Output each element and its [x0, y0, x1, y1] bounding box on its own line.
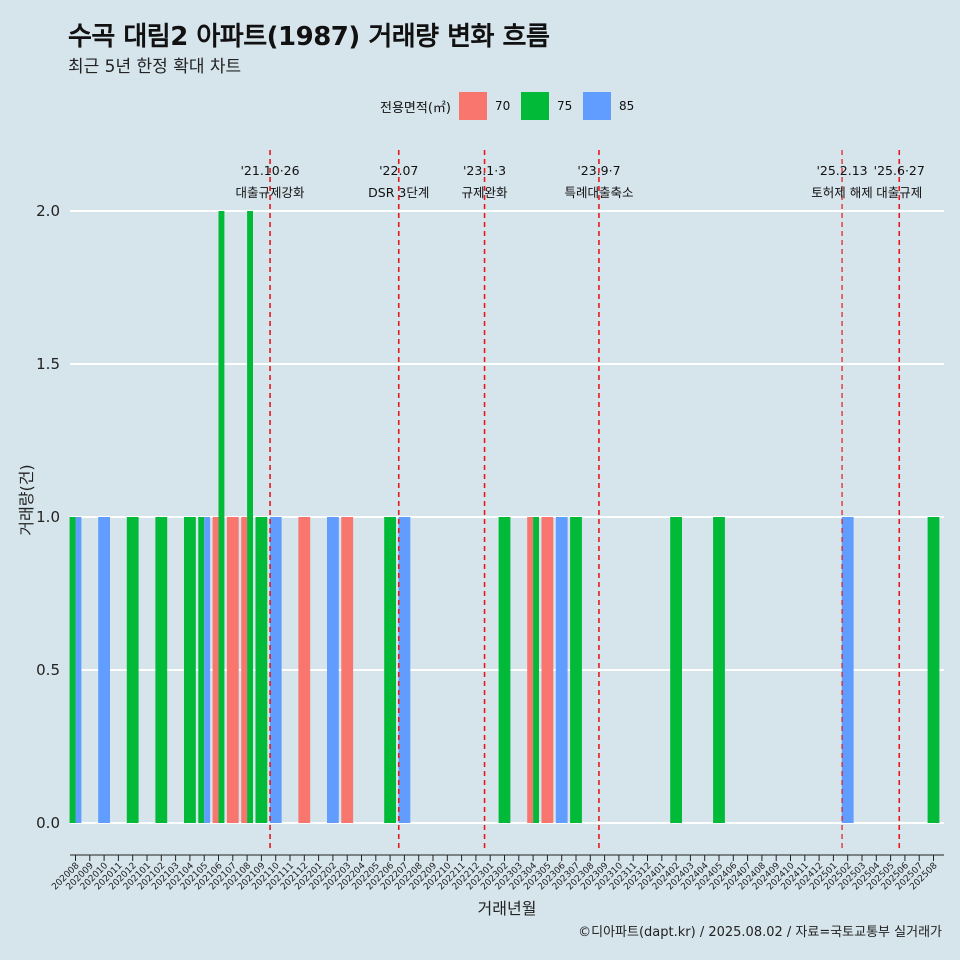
chart-subtitle: 최근 5년 한정 확대 차트	[68, 57, 242, 77]
y-tick-label: 2.0	[36, 202, 60, 220]
bar-85-202306	[555, 517, 568, 823]
event-date: '23.1·3	[463, 163, 506, 178]
event-label: 특례대출축소	[564, 185, 633, 200]
bar-75-202106	[218, 211, 225, 823]
bar-75-202105	[198, 517, 205, 823]
bar-75-202508	[927, 517, 940, 823]
bar-85-202110	[269, 517, 282, 823]
bar-75-202302	[498, 517, 511, 823]
bar-70-202305	[541, 517, 554, 823]
legend-title: 전용면적(㎡)	[380, 100, 451, 116]
event-label: DSR 3단계	[368, 185, 429, 200]
bar-70-202112	[298, 517, 311, 823]
event-date: '22.07	[379, 163, 418, 178]
bar-75-202206	[384, 517, 396, 823]
bar-70-202304	[527, 517, 534, 823]
bar-85-202008	[75, 517, 82, 823]
legend-swatch-85	[582, 92, 611, 120]
legend: 전용면적(㎡) 70 75 85	[380, 92, 645, 120]
bar-75-202109	[255, 517, 268, 823]
event-label: 대출규제	[876, 185, 922, 200]
y-tick-label: 0.0	[36, 814, 60, 832]
bar-85-202207	[398, 517, 411, 823]
legend-item-85: 85	[582, 92, 641, 120]
y-tick-label: 0.5	[36, 661, 60, 679]
legend-label-85: 85	[618, 99, 635, 113]
bar-70-202108	[241, 517, 248, 823]
x-axis-title: 거래년월	[478, 899, 537, 918]
legend-item-75: 75	[520, 92, 579, 120]
y-axis-title: 거래량(건)	[17, 464, 36, 535]
bar-85-202202	[327, 517, 339, 823]
event-date: '21.10·26	[240, 163, 299, 178]
event-label: 토허제 해제	[811, 185, 872, 200]
bar-75-202008	[69, 517, 76, 823]
bar-75-202405	[713, 517, 725, 823]
event-date: '23.9·7	[577, 163, 620, 178]
bar-75-202108	[247, 211, 253, 823]
bar-75-202102	[155, 517, 168, 823]
bar-85-202105	[204, 517, 211, 823]
event-date: '25.2.13	[816, 163, 867, 178]
event-date: '25.6·27	[874, 163, 925, 178]
bar-70-202203	[341, 517, 354, 823]
legend-swatch-75	[520, 92, 549, 120]
y-tick-label: 1.5	[36, 355, 60, 373]
legend-swatch-70	[458, 92, 487, 120]
legend-item-70: 70	[458, 92, 517, 120]
bar-75-202304	[533, 517, 539, 823]
event-label: 규제완화	[462, 185, 509, 200]
legend-label-75: 75	[556, 99, 573, 113]
legend-label-70: 70	[494, 99, 511, 113]
bar-85-202010	[98, 517, 110, 823]
bar-75-202402	[670, 517, 682, 823]
chart-caption: ©디아파트(dapt.kr) / 2025.08.02 / 자료=국토교통부 실…	[578, 925, 942, 940]
bar-70-202106	[212, 517, 219, 823]
y-tick-label: 1.0	[36, 508, 60, 526]
event-label: 대출규제강화	[236, 185, 306, 200]
bar-75-202307	[570, 517, 582, 823]
chart-title: 수곡 대림2 아파트(1987) 거래량 변화 흐름	[68, 22, 550, 52]
bar-75-202104	[184, 517, 196, 823]
bar-85-202502	[841, 517, 854, 823]
bar-75-202012	[126, 517, 139, 823]
bar-70-202107	[226, 517, 239, 823]
